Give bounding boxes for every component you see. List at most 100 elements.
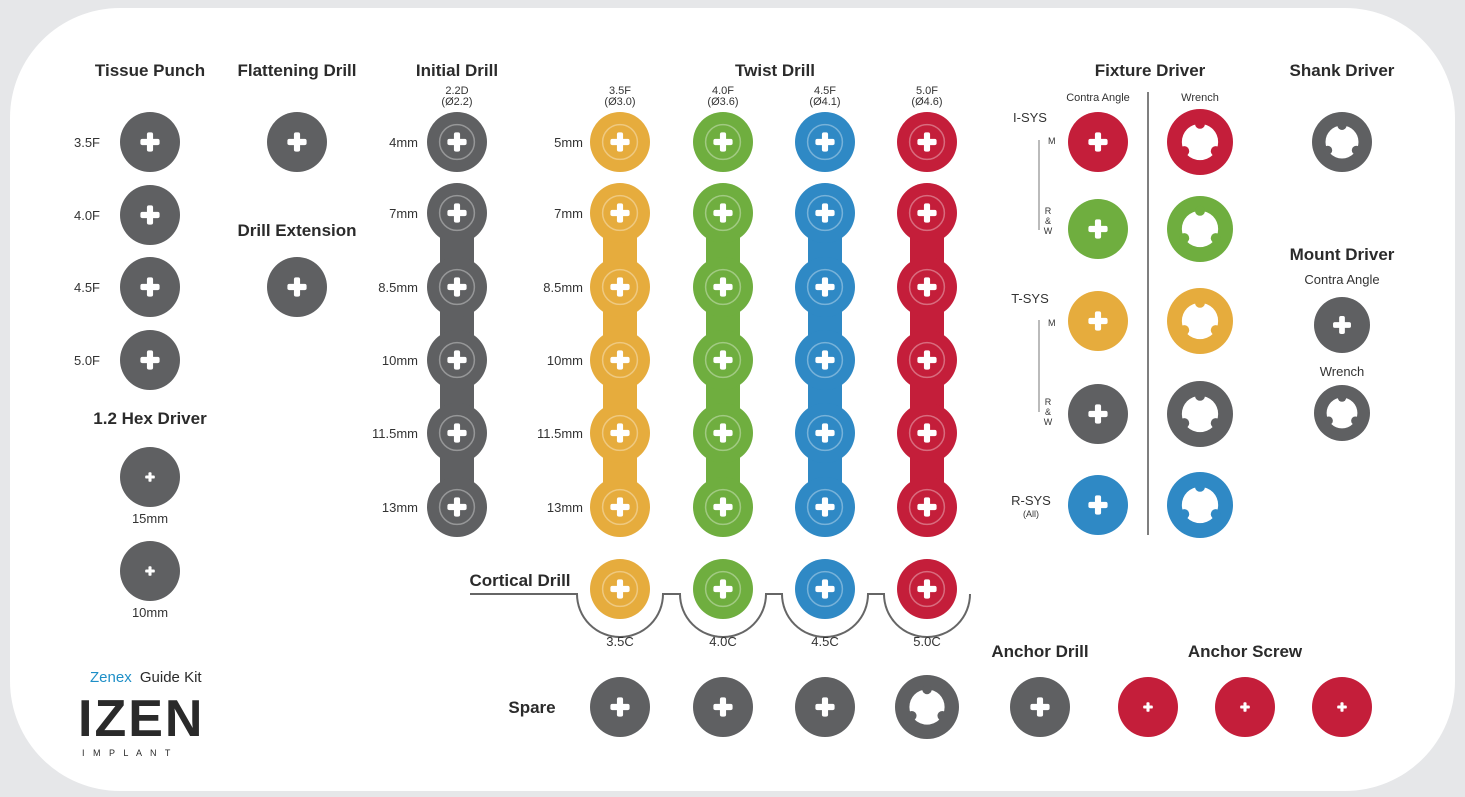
fixture-group-r-sys: R-SYS xyxy=(1011,493,1051,508)
tissue-punch-slot-4.0F xyxy=(120,185,180,245)
twist-drill-slot-5.0F-10mm xyxy=(897,330,957,390)
twist-drill-row-label: 8.5mm xyxy=(543,280,583,295)
initial-drill-label: 7mm xyxy=(389,206,418,221)
header-cortical-drill: Cortical Drill xyxy=(469,571,570,590)
fixture-contra-angle-slot-1 xyxy=(1068,112,1128,172)
i-sys-w: W xyxy=(1044,226,1053,236)
fixture-contra-angle-slot-3 xyxy=(1068,291,1128,351)
twist-drill-row-label: 11.5mm xyxy=(537,426,583,441)
initial-drill-label: 11.5mm xyxy=(372,426,418,441)
fixture-contra-angle-slot-2 xyxy=(1068,199,1128,259)
twist-column-diameter: (Ø4.1) xyxy=(809,96,840,108)
twist-drill-slot-4.0F-5mm xyxy=(693,112,753,172)
twist-drill-slot-3.5F-5mm xyxy=(590,112,650,172)
anchor-screw-slot-1 xyxy=(1118,677,1178,737)
initial-drill-label: 8.5mm xyxy=(378,280,418,295)
fixture-wrench-slot-4 xyxy=(1167,381,1233,447)
r-sys-all: (All) xyxy=(1023,509,1039,519)
brand-zenex: Zenex xyxy=(90,669,132,686)
row-labels: 3.5F 4.0F 4.5F 5.0F 15mm 10mm 4mm 7mm 8.5mm 10mm 1… xyxy=(74,135,941,649)
twist-drill-slot-3.5F-8.5mm xyxy=(590,257,650,317)
twist-drill-slot-3.5F-7mm xyxy=(590,183,650,243)
cortical-drill-divider xyxy=(470,593,971,638)
initial-drill-size-label: 2.2D xyxy=(445,85,468,97)
hex-driver-slot-15mm xyxy=(120,447,180,507)
header-fixture-driver: Fixture Driver xyxy=(1095,61,1206,80)
header-tissue-punch: Tissue Punch xyxy=(95,61,205,80)
fixture-group-t-sys: T-SYS xyxy=(1011,291,1049,306)
twist-drill-slot-5.0F-5mm xyxy=(897,112,957,172)
mount-driver-contra-slot xyxy=(1314,297,1370,353)
tool-slots xyxy=(120,109,1372,739)
mount-driver-wrench-slot xyxy=(1314,385,1370,441)
i-sys-m: M xyxy=(1048,136,1056,146)
fixture-contra-angle-slot-4 xyxy=(1068,384,1128,444)
header-hex-driver: 1.2 Hex Driver xyxy=(93,409,207,428)
anchor-drill-slot xyxy=(1010,677,1070,737)
twist-drill-slot-4.0F-8.5mm xyxy=(693,257,753,317)
hex-driver-label: 15mm xyxy=(132,511,168,526)
spare-slot-3 xyxy=(795,677,855,737)
cortical-drill-slot-5.0C xyxy=(897,559,957,619)
tissue-punch-label: 4.0F xyxy=(74,208,100,223)
spare-slot-1 xyxy=(590,677,650,737)
twist-drill-slot-4.0F-7mm xyxy=(693,183,753,243)
twist-drill-slot-3.5F-13mm xyxy=(590,477,650,537)
cortical-label: 4.5C xyxy=(811,634,838,649)
twist-drill-slot-4.5F-8.5mm xyxy=(795,257,855,317)
tissue-punch-slot-5.0F xyxy=(120,330,180,390)
cortical-label: 5.0C xyxy=(913,634,940,649)
header-drill-extension: Drill Extension xyxy=(237,221,356,240)
brand-line: Zenex Guide Kit xyxy=(90,669,202,686)
initial-drill-slot-8.5mm xyxy=(427,257,487,317)
initial-drill-label: 10mm xyxy=(382,353,418,368)
fixture-wrench-slot-2 xyxy=(1167,196,1233,262)
initial-drill-slot-4mm xyxy=(427,112,487,172)
tissue-punch-label: 4.5F xyxy=(74,280,100,295)
izen-logo: IZEN xyxy=(78,690,204,748)
anchor-screw-slot-3 xyxy=(1312,677,1372,737)
twist-drill-slot-4.5F-13mm xyxy=(795,477,855,537)
twist-drill-slot-5.0F-8.5mm xyxy=(897,257,957,317)
brand-guide-kit: Guide Kit xyxy=(140,669,203,686)
twist-column-label: 4.5F xyxy=(814,85,836,97)
tissue-punch-slot-4.5F xyxy=(120,257,180,317)
t-sys-m: M xyxy=(1048,318,1056,328)
header-anchor-screw: Anchor Screw xyxy=(1188,642,1303,661)
header-anchor-drill: Anchor Drill xyxy=(991,642,1088,661)
twist-column-diameter: (Ø4.6) xyxy=(911,96,942,108)
fixture-wrench-slot-1 xyxy=(1167,109,1233,175)
twist-drill-row-label: 5mm xyxy=(554,135,583,150)
shank-driver-slot xyxy=(1312,112,1372,172)
twist-drill-slot-3.5F-11.5mm xyxy=(590,403,650,463)
cortical-drill-slot-4.5C xyxy=(795,559,855,619)
cortical-drill-slot-4.0C xyxy=(693,559,753,619)
twist-drill-row-label: 13mm xyxy=(547,500,583,515)
fixture-col-contra-angle: Contra Angle xyxy=(1066,92,1130,104)
twist-drill-slot-3.5F-10mm xyxy=(590,330,650,390)
initial-drill-label: 4mm xyxy=(389,135,418,150)
twist-drill-slot-4.0F-11.5mm xyxy=(693,403,753,463)
initial-drill-label: 13mm xyxy=(382,500,418,515)
i-sys-r: R xyxy=(1045,206,1052,216)
twist-drill-row-label: 10mm xyxy=(547,353,583,368)
tissue-punch-label: 5.0F xyxy=(74,353,100,368)
cortical-label: 4.0C xyxy=(709,634,736,649)
twist-drill-slot-4.5F-7mm xyxy=(795,183,855,243)
mount-driver-wrench: Wrench xyxy=(1320,364,1365,379)
initial-drill-diameter-label: (Ø2.2) xyxy=(441,96,472,108)
twist-column-label: 3.5F xyxy=(609,85,631,97)
t-sys-r: R xyxy=(1045,397,1052,407)
twist-drill-column-headers: 3.5F(Ø3.0) 4.0F(Ø3.6) 4.5F(Ø4.1) 5.0F(Ø4.6) xyxy=(604,85,942,108)
twist-drill-row-label: 7mm xyxy=(554,206,583,221)
i-sys-amp: & xyxy=(1045,216,1051,226)
twist-drill-slot-4.5F-10mm xyxy=(795,330,855,390)
twist-column-label: 4.0F xyxy=(712,85,734,97)
header-twist-drill: Twist Drill xyxy=(735,61,815,80)
fixture-wrench-slot-5 xyxy=(1167,472,1233,538)
twist-drill-slot-5.0F-7mm xyxy=(897,183,957,243)
initial-drill-slot-13mm xyxy=(427,477,487,537)
flattening-drill-slot xyxy=(267,112,327,172)
t-sys-w: W xyxy=(1044,417,1053,427)
